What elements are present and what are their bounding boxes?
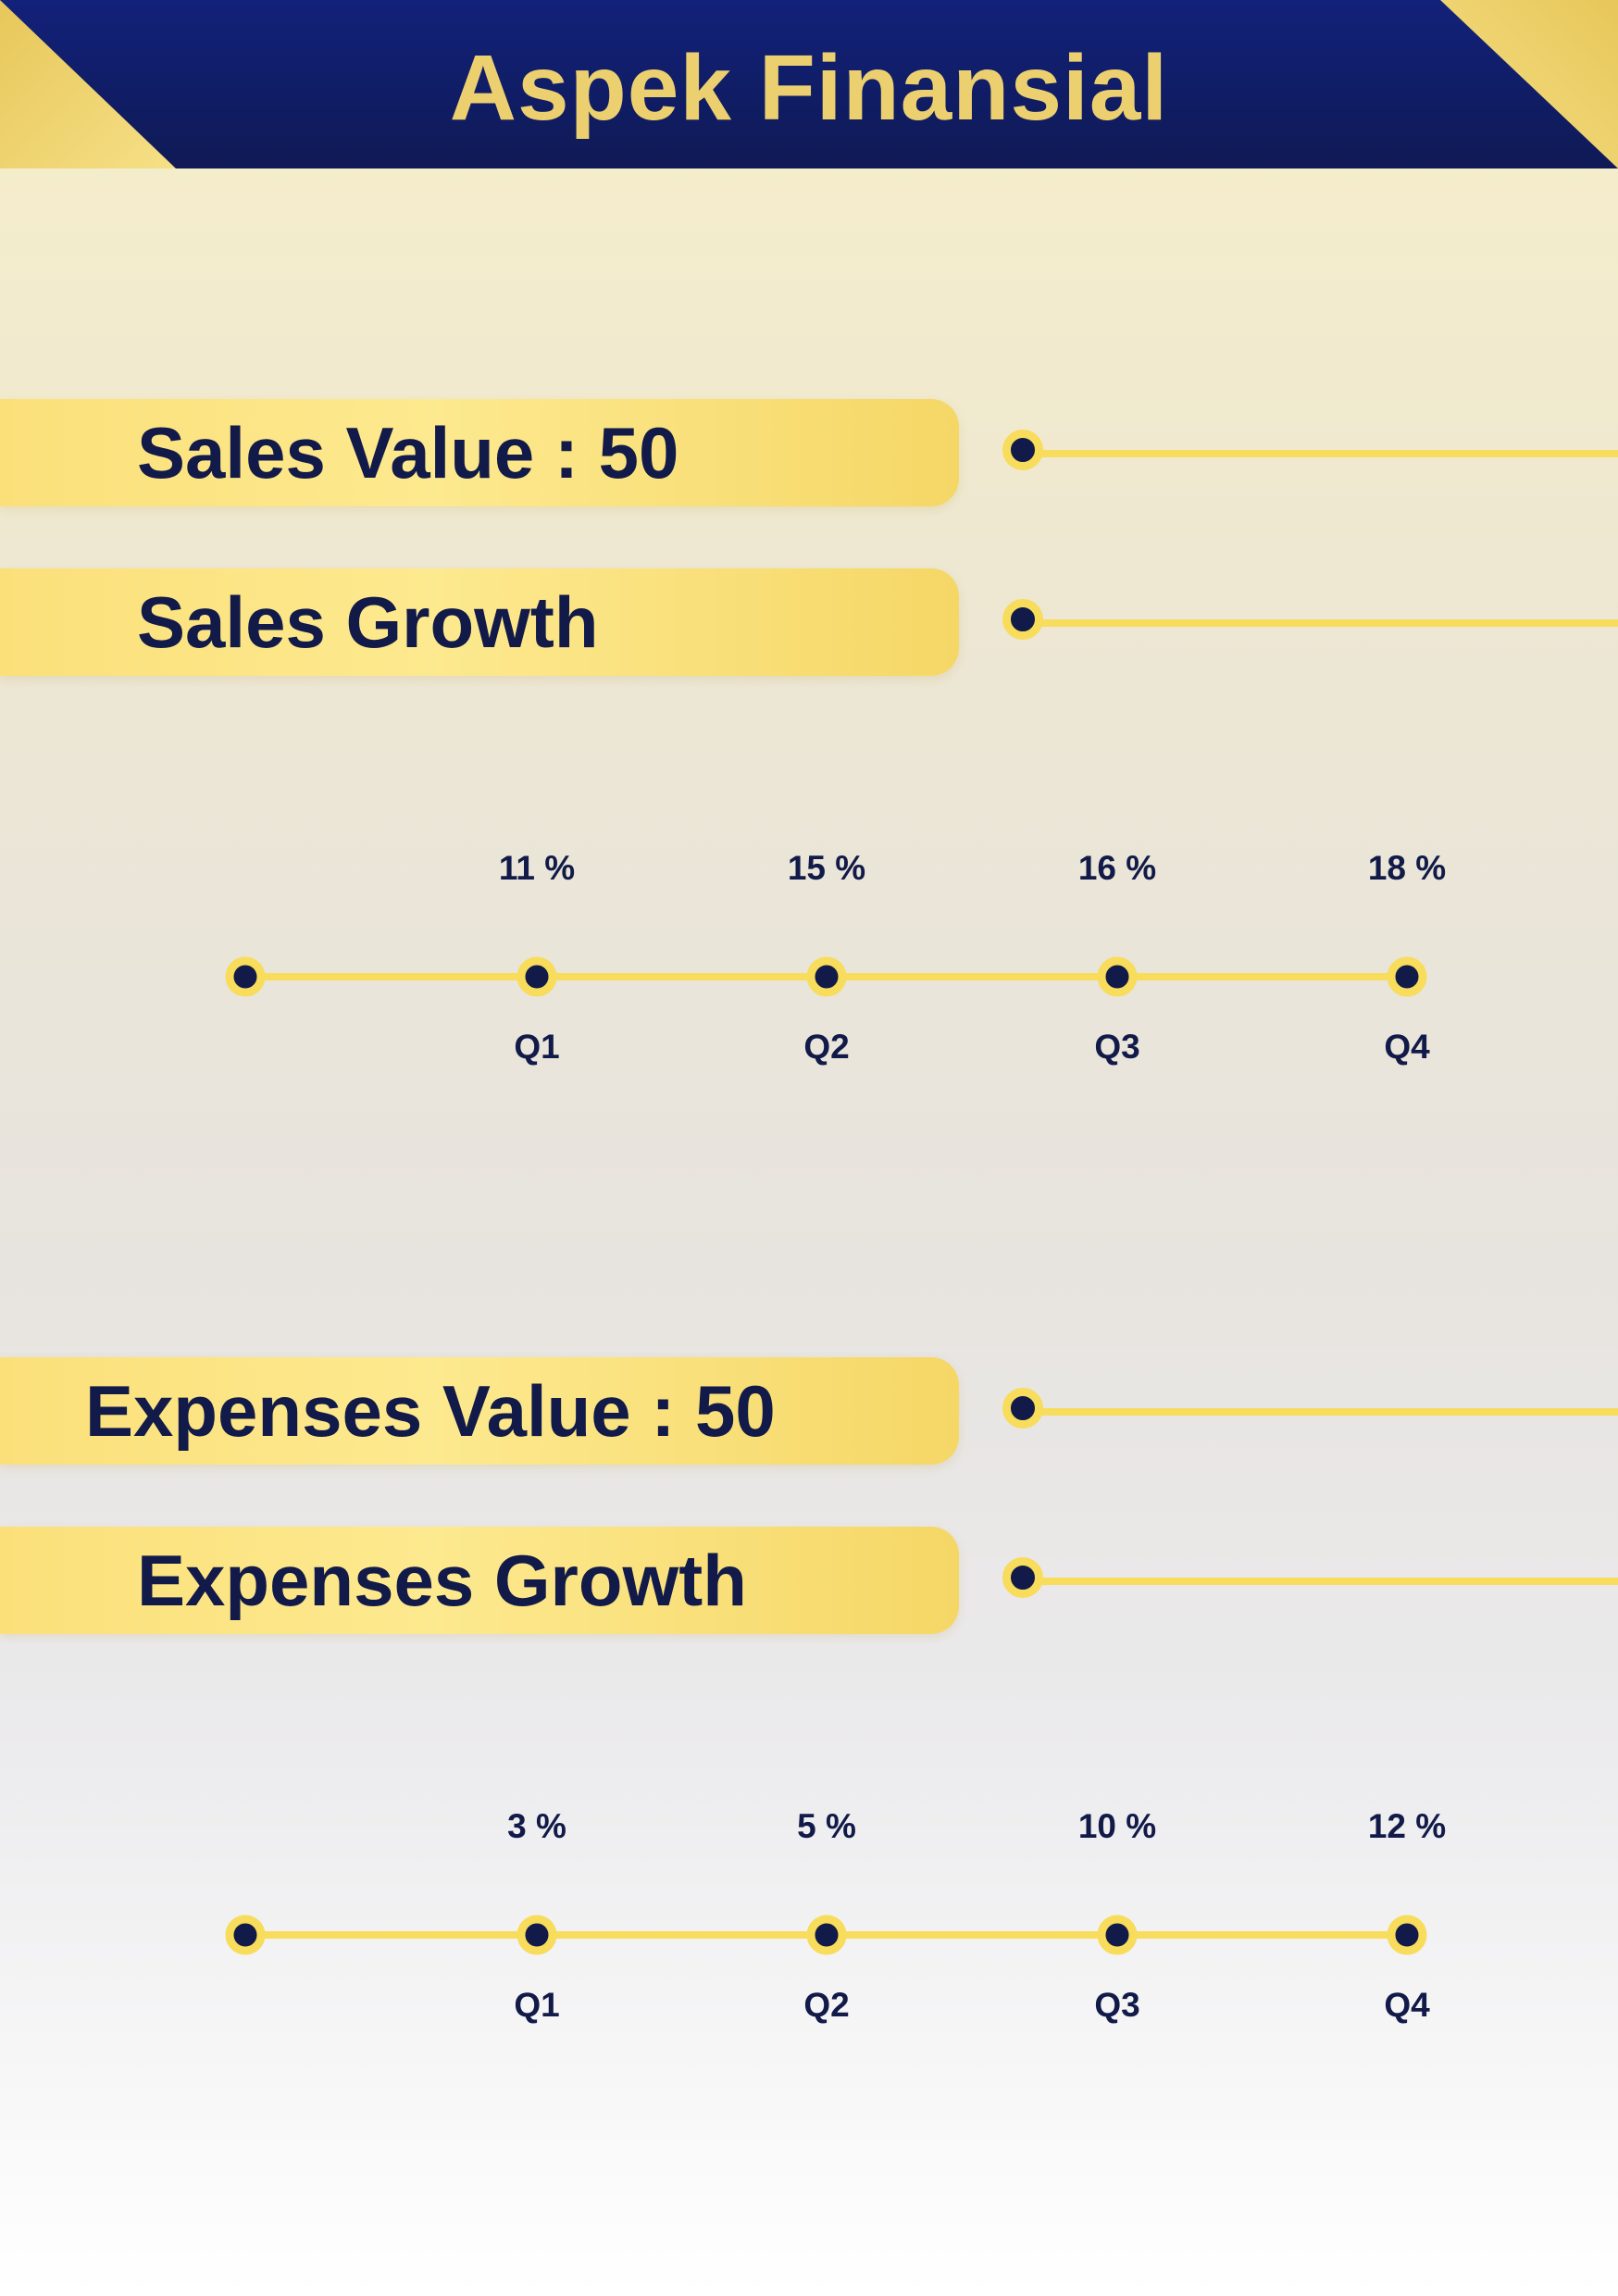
sales-growth-bar: Sales Growth bbox=[0, 568, 959, 676]
expenses-growth-connector-dot bbox=[1002, 1557, 1043, 1598]
category-label-q2: Q2 bbox=[803, 1986, 849, 2024]
value-label-q4: 12 % bbox=[1368, 1807, 1446, 1845]
data-point-q3 bbox=[1097, 1915, 1138, 1955]
expenses-value-connector-dot bbox=[1002, 1388, 1043, 1429]
sales-growth-chart: 11 % Q1 15 % Q2 16 % Q3 18 % Q4 bbox=[225, 849, 1446, 1066]
value-label-q2: 5 % bbox=[797, 1807, 856, 1845]
value-label-q3: 16 % bbox=[1078, 849, 1156, 887]
value-label-q3: 10 % bbox=[1078, 1807, 1156, 1845]
sales-value-connector-line bbox=[1024, 450, 1618, 457]
sales-value-bar: Sales Value : 50 bbox=[0, 399, 959, 506]
data-point-q4 bbox=[1387, 1915, 1427, 1955]
expenses-value-label: Expenses Value : 50 bbox=[85, 1370, 776, 1452]
expenses-growth-chart: 3 % Q1 5 % Q2 10 % Q3 12 % Q4 bbox=[225, 1807, 1446, 2024]
expenses-growth-connector-line bbox=[1024, 1578, 1618, 1585]
sales-value-label: Sales Value : 50 bbox=[137, 412, 679, 493]
category-label-q4: Q4 bbox=[1384, 1028, 1430, 1066]
value-label-q1: 11 % bbox=[499, 849, 575, 887]
category-label-q3: Q3 bbox=[1094, 1028, 1139, 1066]
timeline-start-point bbox=[225, 956, 266, 997]
value-label-q1: 3 % bbox=[507, 1807, 566, 1845]
data-point-q2 bbox=[806, 956, 847, 997]
data-point-q1 bbox=[517, 956, 557, 997]
expenses-growth-label: Expenses Growth bbox=[137, 1540, 747, 1621]
value-label-q2: 15 % bbox=[788, 849, 865, 887]
header-banner bbox=[0, 0, 1618, 168]
category-label-q3: Q3 bbox=[1094, 1986, 1139, 2024]
timeline-start-point bbox=[225, 1915, 266, 1955]
sales-growth-label: Sales Growth bbox=[137, 581, 599, 663]
sales-value-connector-dot bbox=[1002, 430, 1043, 470]
value-label-q4: 18 % bbox=[1368, 849, 1446, 887]
expenses-value-bar: Expenses Value : 50 bbox=[0, 1357, 959, 1465]
page-title: Aspek Finansial bbox=[449, 36, 1169, 140]
data-point-q1 bbox=[517, 1915, 557, 1955]
sales-growth-connector-line bbox=[1024, 619, 1618, 627]
expenses-growth-bar: Expenses Growth bbox=[0, 1527, 959, 1634]
data-point-q4 bbox=[1387, 956, 1427, 997]
category-label-q1: Q1 bbox=[514, 1986, 559, 2024]
data-point-q2 bbox=[806, 1915, 847, 1955]
category-label-q2: Q2 bbox=[803, 1028, 849, 1066]
category-label-q4: Q4 bbox=[1384, 1986, 1430, 2024]
category-label-q1: Q1 bbox=[514, 1028, 559, 1066]
data-point-q3 bbox=[1097, 956, 1138, 997]
sales-growth-connector-dot bbox=[1002, 599, 1043, 640]
expenses-value-connector-line bbox=[1024, 1408, 1618, 1416]
